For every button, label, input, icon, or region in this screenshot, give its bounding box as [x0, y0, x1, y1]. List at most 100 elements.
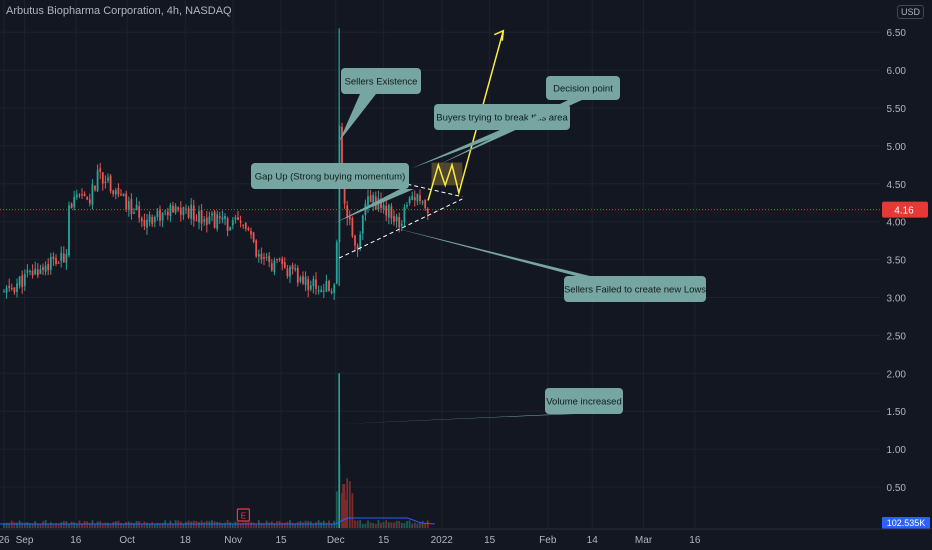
candle-body: [312, 278, 315, 287]
candle-body: [296, 267, 299, 283]
candle-body: [304, 276, 307, 285]
candle-body: [200, 209, 203, 224]
candle-body: [224, 216, 226, 219]
volume-bar: [385, 520, 388, 528]
volume-bar: [86, 521, 89, 528]
callout-layer: Sellers Existence Buyers trying to break …: [251, 68, 706, 425]
volume-bar: [395, 520, 398, 528]
volume-bar: [237, 522, 239, 528]
candle-body: [23, 273, 26, 286]
currency-button[interactable]: USD: [897, 5, 925, 19]
candle-body: [42, 267, 44, 271]
volume-bar: [153, 523, 156, 528]
volume-bar: [393, 522, 395, 528]
volume-bar: [335, 491, 338, 528]
volume-bar: [156, 522, 159, 528]
candle-body: [369, 195, 372, 203]
volume-bar: [416, 523, 419, 528]
candle-body: [151, 217, 154, 225]
volume-bar: [31, 523, 34, 528]
volume-bar: [190, 521, 193, 528]
candle-body: [250, 231, 252, 235]
volume-bar: [387, 522, 390, 528]
callout-text: Sellers Failed to create new Lows: [564, 285, 706, 296]
volume-bar: [224, 522, 226, 528]
candle-body: [114, 190, 117, 195]
candle-body: [125, 193, 128, 211]
candle-body: [57, 262, 60, 264]
candle-body: [133, 212, 135, 214]
candle-body: [73, 196, 76, 208]
volume-bar: [239, 523, 242, 528]
volume-bar: [348, 481, 351, 528]
symbol-title[interactable]: Arbutus Biopharma Corporation, 4h, NASDA…: [6, 5, 232, 17]
volume-bar: [408, 520, 411, 528]
volume-bar: [13, 522, 16, 528]
candle-body: [153, 216, 156, 223]
candle-body: [328, 280, 330, 292]
candle-body: [302, 276, 304, 284]
y-tick-label: 1.00: [887, 445, 907, 456]
candle-body: [104, 181, 107, 183]
volume-bar: [421, 520, 424, 528]
candle-body: [411, 195, 414, 200]
candle-body: [270, 263, 273, 271]
volume-bar: [34, 521, 37, 528]
callout-text: Sellers Existence: [345, 77, 418, 88]
volume-bar: [148, 523, 151, 528]
callout-box: [434, 104, 570, 130]
candle-body: [361, 215, 364, 234]
volume-bar: [426, 520, 429, 528]
candle-body: [315, 279, 317, 290]
candle-body: [91, 184, 94, 205]
candle-body: [60, 252, 63, 262]
candle-body: [47, 264, 50, 271]
volume-bar: [26, 522, 29, 528]
volume-bar: [294, 523, 297, 528]
candle-body: [65, 253, 68, 263]
candle-body: [239, 220, 242, 223]
candle-body: [416, 193, 419, 202]
volume-bar: [42, 521, 44, 528]
volume-bar: [47, 523, 50, 528]
volume-bar: [351, 493, 354, 528]
candle-body: [96, 170, 99, 192]
candle-body: [307, 279, 310, 291]
candle-body: [268, 255, 271, 263]
x-tick-label: 18: [180, 535, 192, 546]
time-axis[interactable]: 26 Sep 16 Oct 18 Nov 15 Dec 15 2022 15 Feb 14 Mar 16: [0, 528, 932, 546]
volume-bar: [75, 523, 78, 528]
y-tick-label: 3.00: [887, 294, 907, 305]
x-tick-label: 15: [275, 535, 287, 546]
volume-bar: [302, 522, 304, 528]
y-tick-label: 7.00: [887, 0, 907, 1]
volume-bar: [273, 523, 276, 528]
candle-body: [218, 216, 221, 218]
callout-box: [546, 76, 620, 100]
volume-bar: [398, 520, 401, 528]
x-tick-label: 16: [70, 535, 82, 546]
candle-body: [16, 283, 18, 292]
price-axis[interactable]: 7.00 6.50 6.00 5.50 5.00 4.50 4.00 3.50 3.00 2.50…: [882, 0, 930, 529]
volume-bar: [125, 522, 128, 528]
volume-bar: [68, 523, 70, 528]
candle-body: [179, 208, 182, 215]
volume-bar: [283, 522, 286, 528]
volume-bar: [101, 523, 104, 528]
volume-bar: [8, 522, 11, 528]
volume-bar: [218, 522, 221, 528]
candle-body: [247, 228, 250, 231]
volume-bar: [221, 523, 224, 528]
candle-body: [117, 188, 120, 195]
candle-body: [88, 199, 91, 204]
candle-body: [335, 242, 338, 284]
volume-bar: [70, 521, 73, 528]
callout-pointer: [335, 189, 414, 223]
candle-body: [86, 197, 89, 200]
candle-body: [276, 258, 278, 260]
candle-body: [226, 218, 229, 232]
candle-body: [229, 227, 232, 231]
volume-bar: [252, 522, 255, 528]
candle-body: [320, 289, 323, 293]
